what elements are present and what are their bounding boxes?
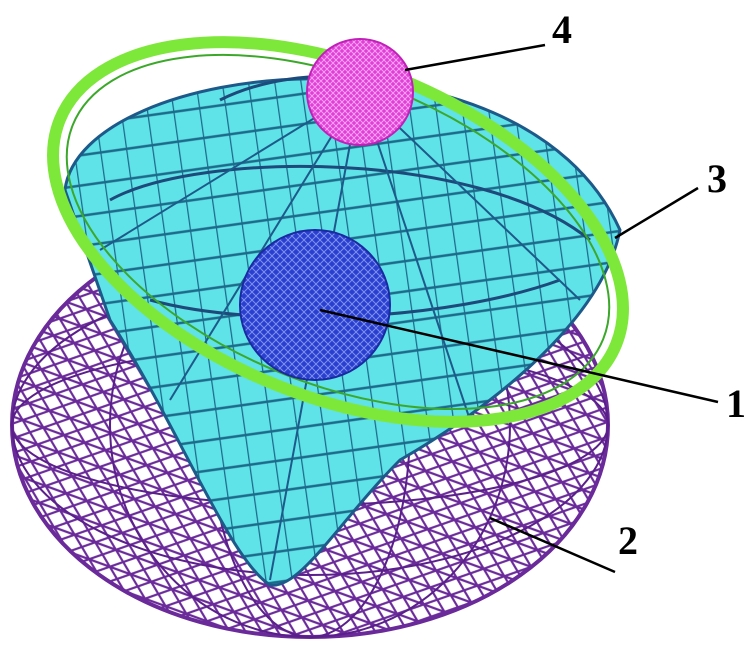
leader-line [489, 516, 616, 574]
leader-line [319, 308, 719, 404]
leader-line [614, 186, 699, 240]
callout-label: 4 [552, 7, 572, 52]
callout-label: 3 [707, 156, 727, 201]
callout-label: 1 [726, 381, 746, 426]
callout-label: 2 [618, 518, 638, 563]
leader-line [404, 43, 546, 72]
magenta-sphere [306, 38, 414, 146]
blue-sphere [239, 229, 391, 381]
leader-lines [319, 43, 719, 574]
